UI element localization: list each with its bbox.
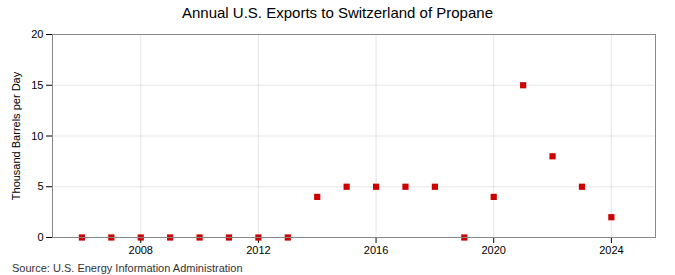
svg-text:0: 0	[37, 231, 43, 243]
svg-text:2020: 2020	[481, 244, 505, 256]
svg-text:5: 5	[37, 180, 43, 192]
html-text:Annual U.S. Exports to Switzer: Annual U.S. Exports to Switzerland of Pr…	[182, 4, 493, 21]
svg-text:2008: 2008	[129, 244, 153, 256]
svg-text:2016: 2016	[364, 244, 388, 256]
svg-text:2024: 2024	[599, 244, 623, 256]
html-text:Source: U.S. Energy Informatio: Source: U.S. Energy Information Administ…	[12, 262, 243, 274]
svg-text:10: 10	[31, 130, 43, 142]
svg-text:20: 20	[31, 28, 43, 40]
svg-text:Thousand Barrels per Day: Thousand Barrels per Day	[10, 71, 22, 200]
svg-text:2012: 2012	[246, 244, 270, 256]
svg-text:15: 15	[31, 79, 43, 91]
